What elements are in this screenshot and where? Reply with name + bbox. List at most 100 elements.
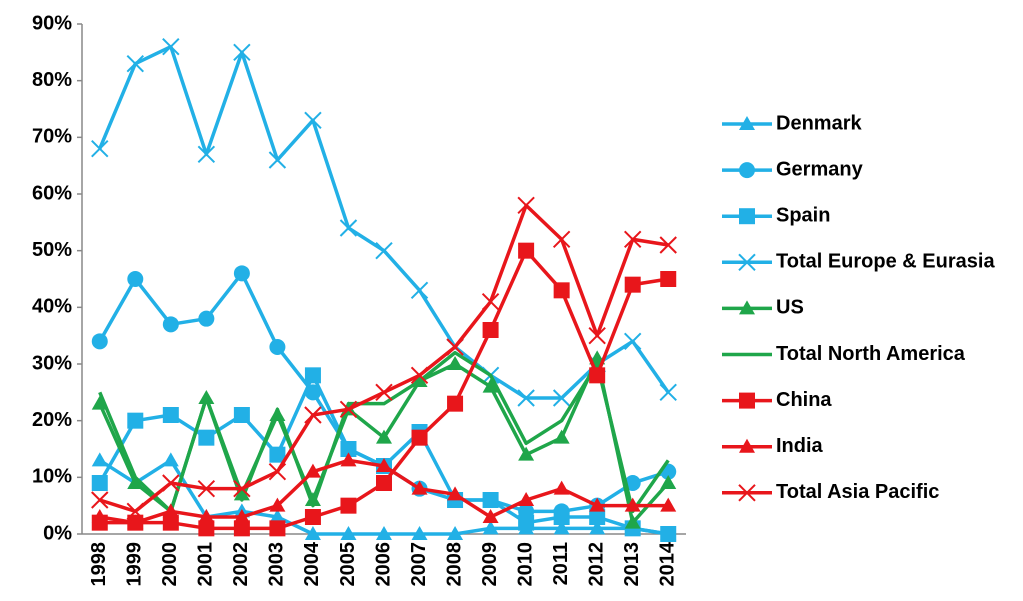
- x-tick-label: 2013: [621, 542, 643, 587]
- data-point: [268, 151, 287, 169]
- x-tick-label: 1998: [88, 542, 110, 587]
- data-point: [411, 480, 428, 495]
- y-tick-label: 40%: [32, 296, 72, 318]
- data-point: [340, 526, 357, 540]
- y-tick-label: 30%: [32, 352, 72, 374]
- data-point: [126, 502, 145, 521]
- data-point: [127, 412, 144, 429]
- data-point: [91, 452, 108, 467]
- legend-marker: [739, 208, 755, 225]
- series-line: [98, 350, 670, 514]
- data-point: [482, 378, 499, 393]
- x-tick-label: 2009: [479, 542, 501, 587]
- data-point: [304, 406, 322, 424]
- data-point: [375, 383, 393, 402]
- data-point: [481, 292, 500, 311]
- data-point: [552, 389, 571, 407]
- data-point: [518, 492, 535, 506]
- y-tick-label: 90%: [32, 12, 72, 34]
- x-tick-label: 2007: [408, 542, 430, 587]
- data-point: [375, 241, 393, 260]
- legend-label: Denmark: [776, 112, 862, 134]
- data-point: [162, 37, 180, 56]
- x-tick-label: 2006: [372, 542, 394, 587]
- data-point: [340, 441, 357, 457]
- data-point: [127, 514, 144, 529]
- y-tick-label: 80%: [32, 69, 72, 91]
- data-point: [304, 509, 321, 525]
- x-tick-label: 2003: [266, 542, 288, 587]
- data-point: [589, 497, 606, 512]
- legend-label: Total North America: [776, 343, 966, 365]
- data-point: [233, 486, 250, 501]
- data-point: [659, 236, 677, 254]
- legend-label: India: [776, 435, 824, 457]
- legend-marker: [739, 438, 755, 453]
- y-tick-label: 70%: [32, 126, 72, 148]
- data-point: [623, 230, 642, 249]
- data-point: [197, 145, 216, 164]
- data-point: [376, 526, 392, 540]
- data-point: [162, 503, 179, 518]
- data-point: [269, 509, 286, 523]
- data-point: [517, 196, 535, 215]
- data-point: [553, 480, 570, 495]
- legend-marker: [738, 253, 756, 272]
- y-tick-label: 10%: [32, 466, 72, 488]
- data-point: [127, 271, 144, 287]
- data-point: [624, 276, 641, 293]
- data-point: [304, 111, 322, 130]
- x-tick-label: 2002: [230, 542, 252, 587]
- x-tick-label: 2011: [550, 542, 572, 585]
- data-point: [198, 429, 215, 446]
- data-point: [660, 497, 677, 512]
- data-point: [518, 514, 535, 531]
- data-point: [126, 54, 145, 73]
- data-point: [518, 242, 535, 259]
- data-point: [162, 407, 179, 423]
- data-point: [162, 316, 179, 333]
- data-point: [411, 526, 428, 540]
- data-point: [127, 475, 144, 489]
- data-point: [447, 526, 464, 540]
- x-tick-label: 2014: [657, 541, 679, 586]
- legend-marker: [739, 162, 755, 179]
- data-point: [233, 407, 250, 423]
- data-point: [518, 446, 535, 461]
- data-point: [624, 475, 641, 491]
- data-point: [91, 475, 108, 491]
- data-point: [376, 429, 392, 444]
- data-point: [233, 479, 251, 498]
- series-line: [98, 373, 669, 536]
- x-tick-label: 2001: [195, 542, 217, 587]
- data-point: [269, 446, 286, 463]
- legend-label: Total Asia Pacific: [776, 481, 939, 503]
- data-point: [447, 486, 464, 501]
- legend-marker: [739, 392, 755, 409]
- data-point: [624, 514, 641, 529]
- legend-label: Total Europe & Eurasia: [776, 251, 995, 273]
- legend-marker: [739, 116, 755, 130]
- data-point: [659, 383, 677, 402]
- data-point: [233, 265, 250, 282]
- y-tick-label: 0%: [43, 522, 72, 544]
- legend-label: Germany: [776, 158, 864, 180]
- data-point: [589, 509, 606, 525]
- data-point: [304, 526, 321, 540]
- y-tick-label: 60%: [32, 182, 72, 204]
- data-point: [482, 509, 499, 523]
- data-point: [589, 520, 606, 535]
- data-point: [552, 230, 571, 249]
- data-point: [268, 462, 287, 481]
- x-tick-label: 1999: [124, 542, 146, 587]
- data-point: [304, 463, 321, 478]
- data-point: [446, 338, 464, 356]
- data-point: [624, 497, 641, 512]
- data-point: [304, 492, 321, 506]
- data-point: [553, 429, 570, 444]
- data-point: [589, 367, 606, 384]
- data-point: [376, 475, 392, 491]
- legend-label: Spain: [776, 204, 830, 226]
- x-tick-label: 2010: [514, 542, 536, 587]
- data-point: [162, 514, 179, 531]
